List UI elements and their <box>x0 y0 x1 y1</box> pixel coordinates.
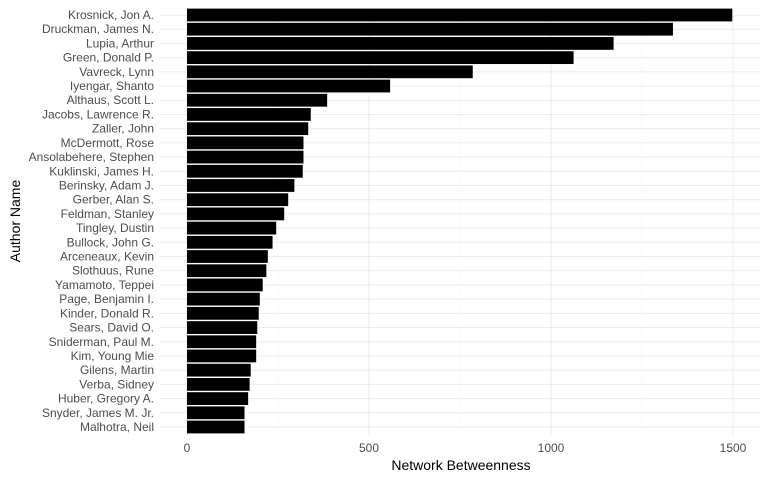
y-tick-label: Arceneaux, Kevin <box>60 250 154 264</box>
bar <box>187 335 257 349</box>
y-tick-label: Huber, Gregory A. <box>58 392 154 406</box>
y-tick-label: Feldman, Stanley <box>61 207 154 221</box>
y-tick-label: Druckman, James N. <box>42 22 154 36</box>
bars <box>187 8 733 434</box>
y-tick-label: Kuklinski, James H. <box>49 164 154 178</box>
bar <box>187 306 259 320</box>
x-tick-label: 0 <box>184 441 191 455</box>
y-tick-label: Kim, Young Mie <box>71 349 155 363</box>
y-axis-title: Author Name <box>7 180 23 263</box>
bar <box>187 292 260 306</box>
y-tick-label: Bullock, John G. <box>67 235 154 249</box>
bar <box>187 179 295 192</box>
bar <box>187 235 273 249</box>
y-tick-label: Sears, David O. <box>69 321 154 335</box>
bar <box>187 363 251 377</box>
y-tick-label: Slothuus, Rune <box>72 264 154 278</box>
bar <box>187 207 285 221</box>
y-tick-label: Snyder, James M. Jr. <box>42 406 154 420</box>
y-tick-label: Verba, Sidney <box>79 377 154 391</box>
bar <box>187 8 733 22</box>
bar <box>187 79 391 93</box>
y-tick-label: Iyengar, Shanto <box>70 79 154 93</box>
y-tick-label: Green, Donald P. <box>63 51 154 65</box>
bar <box>187 51 574 65</box>
y-tick-label: Kinder, Donald R. <box>60 306 154 320</box>
bar <box>187 264 267 278</box>
x-axis-title: Network Betweenness <box>391 457 530 473</box>
y-tick-label: Vavreck, Lynn <box>79 65 154 79</box>
y-tick-label: Yamamoto, Teppei <box>55 278 154 292</box>
bar <box>187 122 309 136</box>
bar <box>187 65 473 79</box>
y-tick-label: Berinsky, Adam J. <box>59 178 154 192</box>
y-tick-label: Althaus, Scott L. <box>67 93 154 107</box>
x-axis-tick-labels: 0 500 1000 1500 <box>184 441 747 455</box>
y-tick-label: Zaller, John <box>92 122 154 136</box>
bar <box>187 406 245 420</box>
bar <box>187 193 289 207</box>
bar <box>187 164 303 178</box>
x-tick-label: 1000 <box>538 441 565 455</box>
y-tick-label: McDermott, Rose <box>61 136 155 150</box>
bar <box>187 22 673 36</box>
bar <box>187 150 304 164</box>
y-tick-label: Jacobs, Lawrence R. <box>42 107 154 121</box>
y-tick-label: Tingley, Dustin <box>76 221 154 235</box>
y-tick-label: Ansolabehere, Stephen <box>29 150 154 164</box>
bar <box>187 392 249 405</box>
y-axis-tick-labels: Krosnick, Jon A.Druckman, James N.Lupia,… <box>29 8 155 434</box>
y-tick-label: Lupia, Arthur <box>86 36 154 50</box>
bar <box>187 93 328 107</box>
bar <box>187 108 311 121</box>
bar <box>187 420 245 434</box>
x-tick-label: 1500 <box>720 441 747 455</box>
y-tick-label: Gerber, Alan S. <box>73 193 154 207</box>
bar <box>187 349 257 363</box>
x-tick-label: 500 <box>359 441 379 455</box>
bar <box>187 37 614 50</box>
bar <box>187 278 263 292</box>
bar <box>187 250 268 263</box>
y-tick-label: Gilens, Martin <box>80 363 154 377</box>
bar <box>187 221 277 235</box>
bar <box>187 321 258 334</box>
y-tick-label: Page, Benjamin I. <box>59 292 154 306</box>
y-tick-label: Krosnick, Jon A. <box>68 8 154 22</box>
y-tick-label: Sniderman, Paul M. <box>49 335 154 349</box>
bar <box>187 136 304 150</box>
bar <box>187 377 250 391</box>
y-tick-label: Malhotra, Neil <box>80 420 154 434</box>
